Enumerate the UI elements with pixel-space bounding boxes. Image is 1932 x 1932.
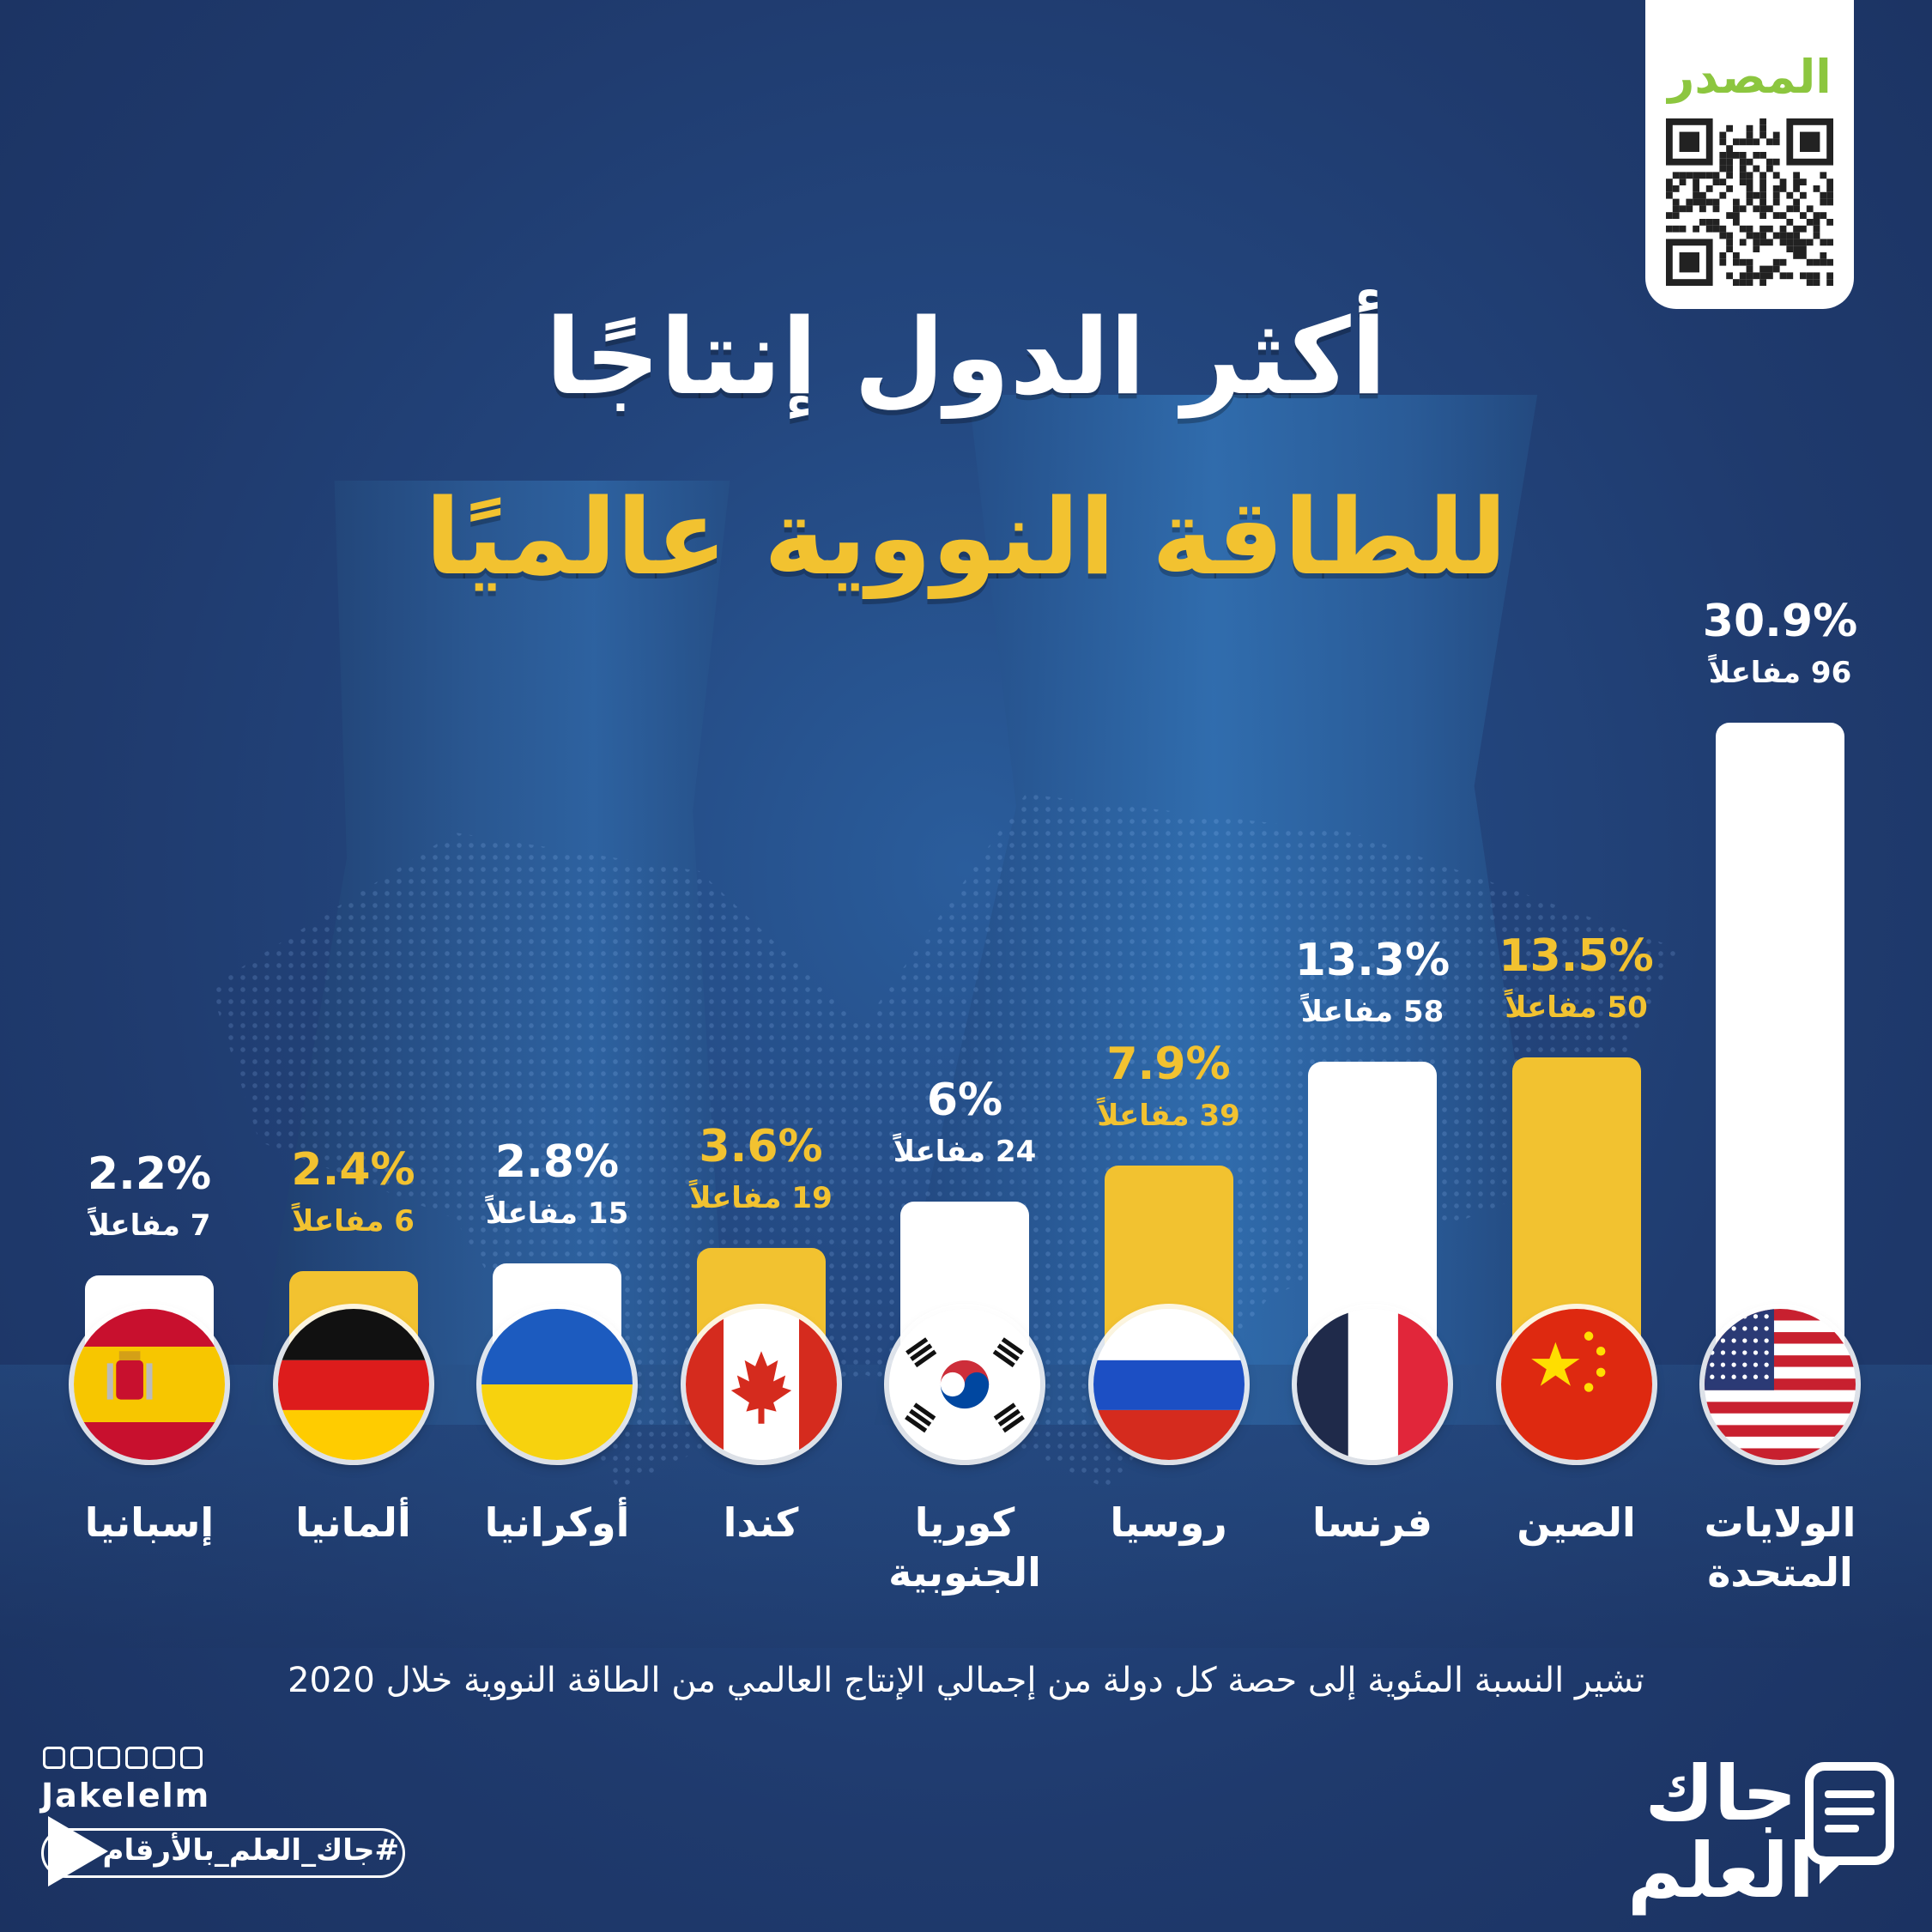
source-label: المصدر — [1668, 50, 1832, 104]
south-korea-flag-icon — [889, 1309, 1040, 1460]
bar-percent-label: 13.3% — [1294, 934, 1451, 986]
bar-percent-label: 6% — [926, 1075, 1003, 1127]
qr-code-icon[interactable] — [1666, 118, 1833, 286]
bar-reactors-label: 7 مفاعلاً — [88, 1208, 211, 1243]
chat-document-logo-icon — [1805, 1762, 1894, 1884]
bar-reactors-label: 6 مفاعلاً — [292, 1204, 415, 1239]
brand-handle: Jakelelm — [41, 1777, 211, 1814]
bar-percent-label: 2.8% — [494, 1136, 620, 1189]
title-line-2: للطاقة النووية عالميًا — [425, 476, 1507, 598]
bar-percent-label: 2.2% — [87, 1148, 212, 1200]
canada-flag-icon — [685, 1309, 837, 1460]
country-name: كندا — [658, 1498, 864, 1547]
country-name-line: أوكرانيا — [484, 1499, 630, 1546]
bar — [1716, 723, 1844, 1384]
source-card[interactable]: المصدر — [1645, 0, 1854, 309]
country-name: كوريا الجنوبية — [862, 1498, 1068, 1597]
country-name-line: الصين — [1517, 1499, 1636, 1546]
bar-percent-label: 2.4% — [291, 1144, 415, 1196]
russia-flag-icon — [1093, 1309, 1245, 1460]
bar-reactors-label: 39 مفاعلاً — [1097, 1098, 1240, 1133]
bar-reactors-label: 19 مفاعلاً — [689, 1181, 833, 1216]
country-name-line: الولايات — [1704, 1499, 1856, 1546]
germany-flag-icon — [277, 1309, 429, 1460]
hashtag-text: #جاك_العلم_بالأرقام — [102, 1833, 399, 1868]
country-name-line: المتحدة — [1707, 1549, 1853, 1596]
country-name: الولايات المتحدة — [1677, 1498, 1883, 1597]
country-name: ألمانيا — [251, 1498, 457, 1547]
bar-reactors-label: 15 مفاعلاً — [485, 1196, 629, 1232]
play-icon[interactable] — [43, 1813, 112, 1890]
country-name: فرنسا — [1269, 1498, 1475, 1547]
telegram-icon[interactable] — [180, 1747, 203, 1769]
ukraine-flag-icon — [481, 1309, 633, 1460]
country-name-line: فرنسا — [1311, 1499, 1433, 1546]
brand-logo-line-2: العلم — [1627, 1826, 1814, 1915]
china-flag-icon — [1500, 1309, 1652, 1460]
country-name-line: الجنوبية — [888, 1549, 1041, 1596]
country-name: روسيا — [1066, 1498, 1272, 1547]
instagram-icon[interactable] — [70, 1747, 93, 1769]
snapchat-icon[interactable] — [125, 1747, 148, 1769]
social-icons — [43, 1747, 203, 1769]
country-name-line: روسيا — [1110, 1499, 1227, 1546]
country-name-line: إسبانيا — [84, 1499, 215, 1546]
bar-reactors-label: 50 مفاعلاً — [1505, 990, 1648, 1026]
bar-reactors-label: 58 مفاعلاً — [1300, 994, 1444, 1029]
bar-reactors-label: 96 مفاعلاً — [1708, 656, 1852, 690]
bar-percent-label: 3.6% — [699, 1121, 823, 1173]
bar-percent-label: 13.5% — [1499, 930, 1654, 983]
country-name-line: ألمانيا — [295, 1499, 411, 1546]
country-name: إسبانيا — [46, 1498, 252, 1547]
bar-percent-label: 30.9% — [1702, 596, 1858, 647]
facebook-icon[interactable] — [43, 1747, 65, 1769]
title-line-1: أكثر الدول إنتاجًا — [545, 296, 1387, 418]
country-name-line: كندا — [723, 1499, 799, 1546]
footnote: تشير النسبة المئوية إلى حصة كل دولة من إ… — [288, 1661, 1644, 1700]
us-flag-icon — [1705, 1309, 1856, 1460]
country-name: الصين — [1474, 1498, 1680, 1547]
bar-reactors-label: 24 مفاعلاً — [893, 1135, 1037, 1170]
linkedin-icon[interactable] — [98, 1747, 120, 1769]
france-flag-icon — [1297, 1309, 1448, 1460]
brand-logo-text: جاك العلم — [1614, 1755, 1828, 1910]
bar-percent-label: 7.9% — [1106, 1038, 1231, 1090]
country-name: أوكرانيا — [454, 1498, 660, 1547]
twitter-icon[interactable] — [153, 1747, 175, 1769]
country-name-line: كوريا — [914, 1499, 1015, 1546]
spain-flag-icon — [74, 1309, 225, 1460]
brand-logo-line-1: جاك — [1644, 1749, 1797, 1838]
hashtag-pill[interactable] — [41, 1828, 405, 1878]
